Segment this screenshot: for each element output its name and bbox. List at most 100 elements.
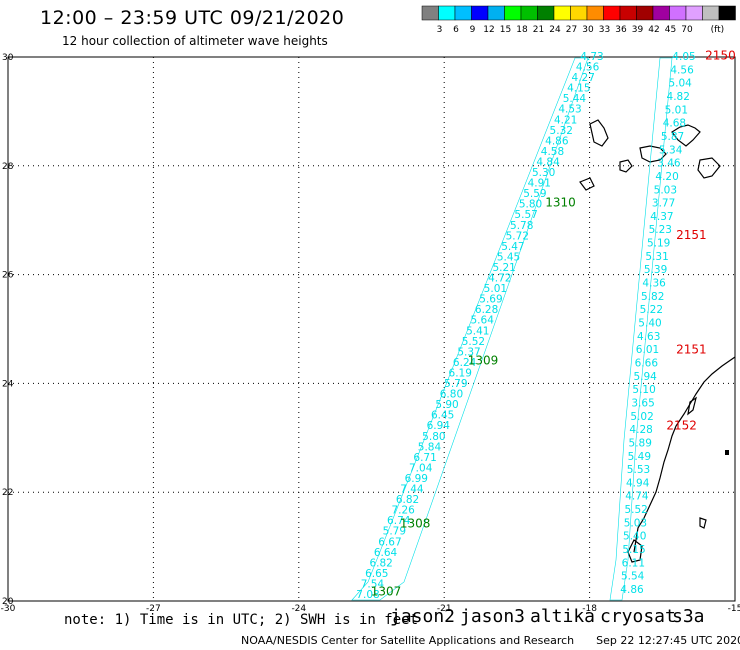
wave-height-label: 3.65	[631, 397, 654, 409]
wave-height-label: 4.91	[528, 178, 551, 190]
wave-height-label: 5.30	[532, 167, 555, 179]
colorbar-label: 15	[500, 25, 511, 35]
wave-height-label: 5.49	[628, 451, 651, 463]
wave-height-label: 5.44	[563, 93, 587, 105]
pass-label-cryosat: 2150	[705, 49, 736, 63]
coastline	[619, 159, 633, 173]
wave-height-colorbar: 3 6 9 12 15 18 21 24 27 30 33 36 39 42 45 70 (ft)	[421, 5, 736, 35]
coastline	[627, 539, 643, 563]
coastline	[699, 517, 707, 529]
wave-height-label: 5.40	[638, 318, 661, 330]
island-marker	[725, 450, 729, 455]
wave-height-label: 5.41	[466, 325, 489, 337]
colorbar-label: 30	[582, 25, 594, 35]
coastline	[579, 177, 595, 191]
wave-height-label: 5.64	[471, 315, 495, 327]
wave-height-label: 4.58	[541, 146, 564, 158]
colorbar-label: 24	[549, 25, 561, 35]
y-tick-label: 20	[2, 597, 14, 607]
wave-height-label: 4.72	[488, 273, 511, 285]
wave-height-label: 6.24	[453, 357, 477, 369]
wave-height-label: 5.80	[422, 431, 445, 443]
y-tick-label: 28	[2, 162, 14, 172]
pass-label-jason3: 1310	[545, 196, 576, 210]
y-tick-label: 30	[2, 53, 14, 63]
colorbar-label: 70	[681, 25, 693, 35]
coastline	[687, 396, 697, 416]
legend-s3a: s3a	[672, 606, 705, 627]
wave-height-label: 5.22	[640, 304, 663, 316]
wave-height-label: 4.56	[576, 62, 600, 74]
colorbar-unit: (ft)	[711, 25, 725, 35]
pass-label-jason3: 1308	[400, 517, 431, 531]
wave-height-label: 5.01	[665, 104, 688, 116]
wave-height-label: 5.84	[418, 441, 442, 453]
x-tick-label: -18	[582, 604, 597, 614]
wave-height-label: 5.59	[523, 188, 546, 200]
wave-height-label: 5.54	[621, 571, 645, 583]
wave-height-label: 5.19	[647, 238, 670, 250]
wave-height-label: 6.71	[413, 452, 436, 464]
wave-height-label: 5.03	[654, 184, 677, 196]
wave-height-label: 5.78	[510, 220, 533, 232]
y-tick-label: 26	[2, 271, 14, 281]
wave-height-label: 7.44	[400, 484, 424, 496]
wave-height-label: 6.01	[636, 344, 659, 356]
x-tick-label: -21	[437, 604, 452, 614]
x-tick-label: -30	[1, 604, 16, 614]
coastline	[589, 119, 609, 147]
x-tick-label: -27	[146, 604, 161, 614]
wave-height-label: 5.79	[444, 378, 467, 390]
wave-height-label: 4.73	[580, 51, 603, 63]
colorbar-swatch	[718, 5, 736, 21]
wave-height-label: 5.94	[633, 371, 657, 383]
credit-timestamp: Sep 22 12:27:45 UTC 2020	[596, 634, 740, 647]
legend-cryosat: cryosat	[600, 606, 676, 627]
wave-height-label: 5.39	[644, 264, 667, 276]
colorbar-label: 6	[453, 25, 459, 35]
wave-height-label: 4.28	[629, 424, 652, 436]
wave-height-label: 6.67	[378, 536, 401, 548]
wave-height-label: 5.10	[632, 384, 655, 396]
wave-height-label: 6.28	[475, 304, 498, 316]
colorbar-label: 36	[615, 25, 627, 35]
track-outline-left	[351, 57, 589, 601]
colorbar-label: 21	[533, 25, 544, 35]
wave-height-label: 4.36	[642, 278, 666, 290]
legend-jason2: jason2	[390, 606, 456, 627]
wave-height-label: 5.52	[624, 504, 647, 516]
wave-height-label: 5.45	[497, 251, 520, 263]
wave-height-label: 5.82	[641, 291, 664, 303]
coastline	[671, 124, 701, 147]
coastline	[633, 356, 736, 553]
wave-height-label: 4.68	[663, 118, 686, 130]
wave-height-label: 5.40	[623, 531, 646, 543]
wave-height-label: 5.21	[492, 262, 515, 274]
wave-height-label: 4.20	[655, 171, 678, 183]
wave-height-label: 5.23	[649, 224, 672, 236]
colorbar-label: 9	[470, 25, 476, 35]
wave-height-label: 5.31	[645, 251, 668, 263]
pass-label-cryosat: 2151	[676, 342, 707, 356]
wave-height-label: 5.90	[435, 399, 458, 411]
y-tick-label: 22	[2, 488, 13, 498]
track-outline-right	[609, 57, 673, 601]
wave-height-label: 3.46	[657, 158, 681, 170]
coastline	[697, 157, 721, 179]
wave-height-label: 6.64	[374, 547, 398, 559]
wave-height-label: 7.26	[391, 505, 415, 517]
wave-height-label: 5.03	[624, 517, 647, 529]
wave-height-label: 5.79	[383, 526, 406, 538]
wave-height-label: 4.63	[637, 331, 660, 343]
wave-height-label: 4.82	[667, 91, 690, 103]
wave-height-label: 5.52	[462, 336, 485, 348]
wave-height-label: 4.86	[545, 135, 569, 147]
wave-height-label: 5.34	[659, 144, 683, 156]
wave-height-label: 5.15	[622, 544, 645, 556]
pass-label-cryosat: 2152	[666, 419, 697, 433]
wave-height-label: 7.04	[409, 462, 433, 474]
legend-jason3: jason3	[460, 606, 526, 627]
map-subtitle: 12 hour collection of altimeter wave hei…	[62, 34, 328, 48]
legend-altika: altika	[530, 606, 596, 627]
